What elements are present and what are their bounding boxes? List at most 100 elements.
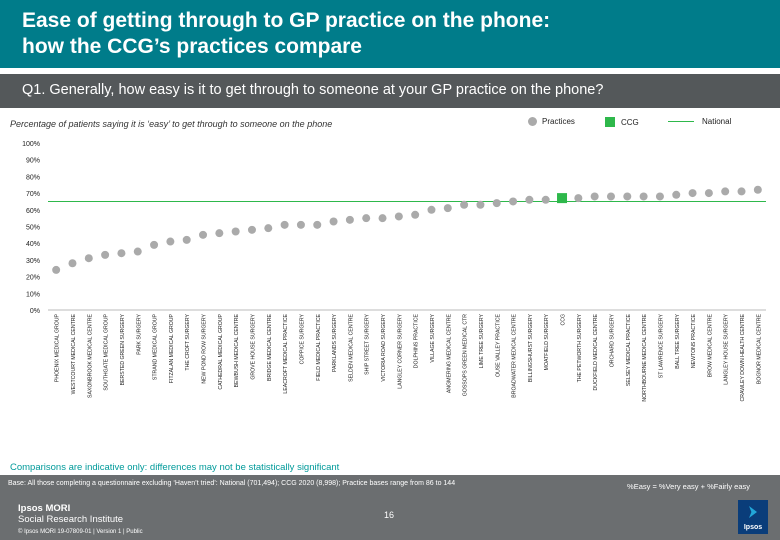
y-tick-label: 10% [26,291,40,298]
category-label: VICTORIA ROAD SURGERY [381,313,387,381]
comparisons-note: Comparisons are indicative only: differe… [10,462,340,473]
category-label: THE CROFT SURGERY [185,313,191,370]
practice-marker [476,200,485,209]
y-tick-label: 0% [30,308,40,315]
practice-marker [639,192,648,201]
ipsos-logo: Ipsos [738,500,768,534]
category-label: BOGNOR MEDICAL CENTRE [756,313,762,384]
copyright-text: © Ipsos MORI 19-07809-01 | Version 1 | P… [18,529,143,535]
practice-marker [329,217,338,226]
practice-marker [704,189,713,198]
legend-practices-label: Practices [542,117,575,126]
practice-marker [182,235,191,244]
practice-marker [460,200,469,209]
practice-marker [84,254,93,263]
base-note: Base: All those completing a questionnai… [8,480,456,487]
practice-marker [509,197,518,206]
category-label: ST LAWRENCE SURGERY [658,313,664,378]
practice-marker [199,230,208,239]
category-label: DOLPHINS PRACTICE [414,313,420,368]
page-title: Ease of getting through to GP practice o… [22,9,551,58]
y-tick-label: 100% [22,141,40,148]
category-label: CATHEDRAL MEDICAL GROUP [218,313,224,389]
category-label: NEWTONS PRACTICE [691,313,697,368]
y-tick-label: 20% [26,275,40,282]
category-label: NORTHBOURNE MEDICAL CENTRE [642,313,648,401]
category-label: SAXONBROOK MEDICAL CENTRE [87,313,93,398]
category-label: FIELD MEDICAL PRACTICE [316,313,322,380]
category-label: BEWBUSH MEDICAL CENTRE [234,313,240,387]
logo-text: Ipsos [743,524,763,531]
practice-marker [247,225,256,234]
practice-marker [101,250,110,259]
y-tick-label: 80% [26,174,40,181]
y-tick-label: 90% [26,158,40,165]
category-label: BILLINGSHURST SURGERY [528,313,534,382]
practice-marker [215,229,224,238]
practice-marker [52,265,61,274]
question-text: Q1. Generally, how easy is it to get thr… [22,82,604,98]
practice-marker [427,205,436,214]
practice-marker [411,210,420,219]
category-label: STRAND MEDICAL GROUP [153,313,159,380]
category-label: DUCKFIELD MEDICAL CENTRE [593,313,599,390]
category-label: FITZALAN MEDICAL GROUP [169,313,175,383]
practice-marker [378,214,387,223]
category-label: OUSE VALLEY PRACTICE [495,313,501,376]
category-label: WESTCOURT MEDICAL CENTRE [71,313,77,394]
category-label: GROVE HOUSE SURGERY [250,313,256,379]
legend-practices: Practices [528,117,575,126]
practice-marker [688,189,697,198]
practice-marker [721,187,730,196]
practice-marker [133,247,142,256]
category-label: COPPICE SURGERY [299,313,305,364]
category-label: LEACROFT MEDICAL PRACTICE [283,313,289,393]
practice-marker [150,240,159,249]
category-label: LANGLEY CORNER SURGERY [397,313,403,388]
footer-band [0,475,780,540]
practice-marker [525,195,534,204]
practice-marker [166,237,175,246]
practice-marker [590,192,599,201]
practice-marker [296,220,305,229]
practice-marker [394,212,403,221]
practice-marker [623,192,632,201]
practice-marker [280,220,289,229]
practice-marker [737,187,746,196]
practice-marker [231,227,240,236]
national-line-icon [668,121,694,122]
practice-marker [672,190,681,199]
category-label: BROADWATER MEDICAL CENTRE [512,313,518,397]
category-label: ANGMERING MEDICAL CENTRE [446,313,452,393]
practice-marker [313,220,322,229]
practice-marker [117,249,126,258]
category-label: LIME TREE SURGERY [479,313,485,368]
practice-marker [655,192,664,201]
category-label: BROW MEDICAL CENTRE [707,313,713,377]
legend-national: National [668,117,731,126]
practice-marker-icon [528,117,537,126]
question-banner [0,74,780,108]
category-label: CRAWLEY DOWN HEALTH CENTRE [740,313,746,401]
category-label: BALL TREE SURGERY [675,313,681,368]
y-tick-label: 40% [26,241,40,248]
practice-marker [541,195,550,204]
scatter-chart: 0% 10% 20% 30% 40% 50% 60% 70% 80% 90% 100% PHOENIX… [22,141,766,402]
category-label: SELDEN MEDICAL CENTRE [348,313,354,381]
category-label: BRIDGE MEDICAL CENTRE [267,313,273,381]
ccg-marker [557,193,568,204]
y-tick-label: 70% [26,191,40,198]
practice-marker [68,259,77,268]
logo-chevron-icon [749,506,757,518]
brand-name: Ipsos MORI [18,503,71,514]
legend-ccg-label: CCG [621,117,639,127]
brand-block: Ipsos MORI Social Research Institute [18,503,123,525]
category-label: CCG [561,314,567,326]
legend-national-label: National [702,117,732,126]
ccg-marker-icon [605,117,615,127]
category-label: THE PETWORTH SURGERY [577,313,583,382]
category-label: VILLAGE SURGERY [430,313,436,362]
category-label: SHIP STREET SURGERY [365,313,371,374]
practice-marker [345,215,354,224]
practice-marker [492,199,501,208]
